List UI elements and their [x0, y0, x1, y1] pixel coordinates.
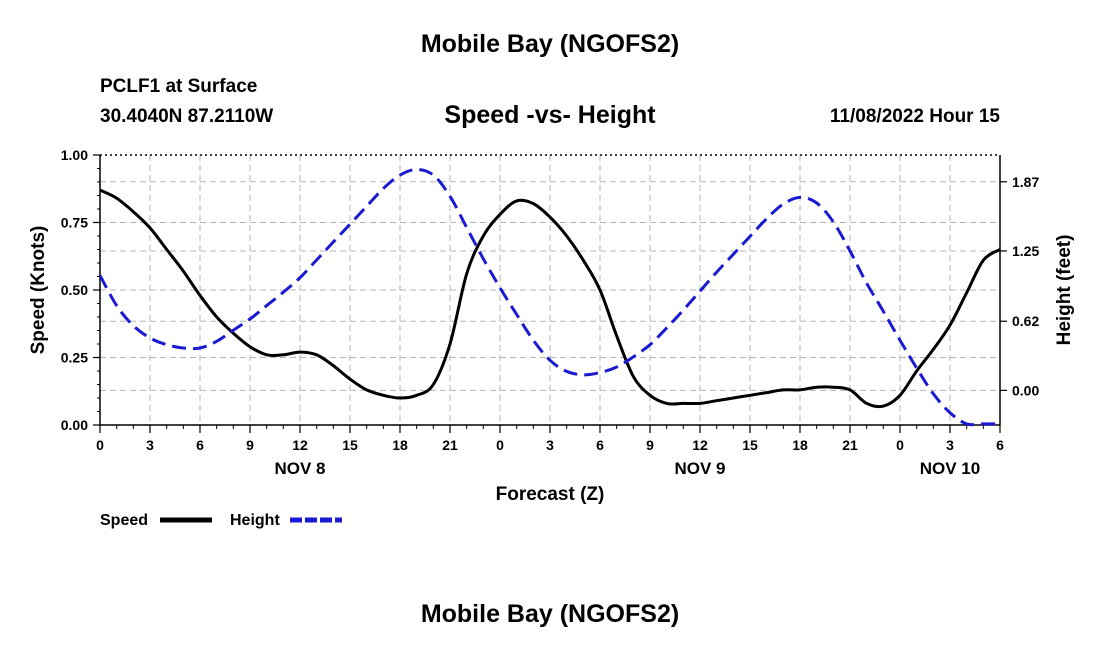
- legend-label-speed: Speed: [100, 512, 148, 529]
- y-left-tick-label: 0.25: [61, 350, 88, 366]
- y-left-tick-label: 0.50: [61, 282, 88, 298]
- y-right-tick-label: 0.00: [1012, 382, 1039, 398]
- y-right-axis-label: Height (feet): [1054, 235, 1075, 346]
- y-left-tick-label: 1.00: [61, 147, 88, 163]
- x-tick-label: 6: [196, 437, 204, 453]
- x-tick-label: 21: [842, 437, 858, 453]
- x-tick-label: 21: [442, 437, 458, 453]
- x-tick-label: 3: [946, 437, 954, 453]
- x-tick-label: 15: [742, 437, 758, 453]
- x-day-label: NOV 9: [674, 459, 725, 478]
- x-tick-label: 0: [96, 437, 104, 453]
- x-tick-label: 12: [292, 437, 308, 453]
- x-tick-label: 0: [896, 437, 904, 453]
- footer-title: Mobile Bay (NGOFS2): [420, 600, 680, 628]
- x-tick-label: 3: [146, 437, 154, 453]
- legend-label-height: Height: [230, 512, 280, 529]
- x-tick-label: 12: [692, 437, 708, 453]
- x-tick-label: 18: [392, 437, 408, 453]
- x-tick-label: 9: [646, 437, 654, 453]
- x-tick-label: 3: [546, 437, 554, 453]
- y-right-tick-label: 1.25: [1012, 243, 1039, 259]
- x-axis-label: Forecast (Z): [496, 484, 605, 505]
- y-left-tick-label: 0.00: [61, 417, 88, 433]
- x-tick-label: 15: [342, 437, 358, 453]
- x-tick-label: 6: [996, 437, 1004, 453]
- forecast-datetime: 11/08/2022 Hour 15: [829, 106, 1000, 127]
- y-left-tick-label: 0.75: [61, 215, 88, 231]
- x-tick-label: 6: [596, 437, 604, 453]
- x-tick-label: 9: [246, 437, 254, 453]
- x-tick-label: 0: [496, 437, 504, 453]
- coordinates-label: 30.4040N 87.2110W: [100, 106, 274, 127]
- page-title: Mobile Bay (NGOFS2): [420, 30, 680, 58]
- y-right-tick-label: 0.62: [1012, 313, 1039, 329]
- x-day-label: NOV 10: [920, 459, 980, 478]
- x-tick-label: 18: [792, 437, 808, 453]
- series-line-height: [100, 167, 1000, 427]
- chart-subtitle: Speed -vs- Height: [444, 101, 656, 129]
- x-day-label: NOV 8: [274, 459, 325, 478]
- station-label: PCLF1 at Surface: [100, 76, 258, 97]
- y-left-axis-label: Speed (Knots): [28, 226, 49, 355]
- y-right-tick-label: 1.87: [1012, 174, 1039, 190]
- series-line-speed: [100, 188, 1000, 409]
